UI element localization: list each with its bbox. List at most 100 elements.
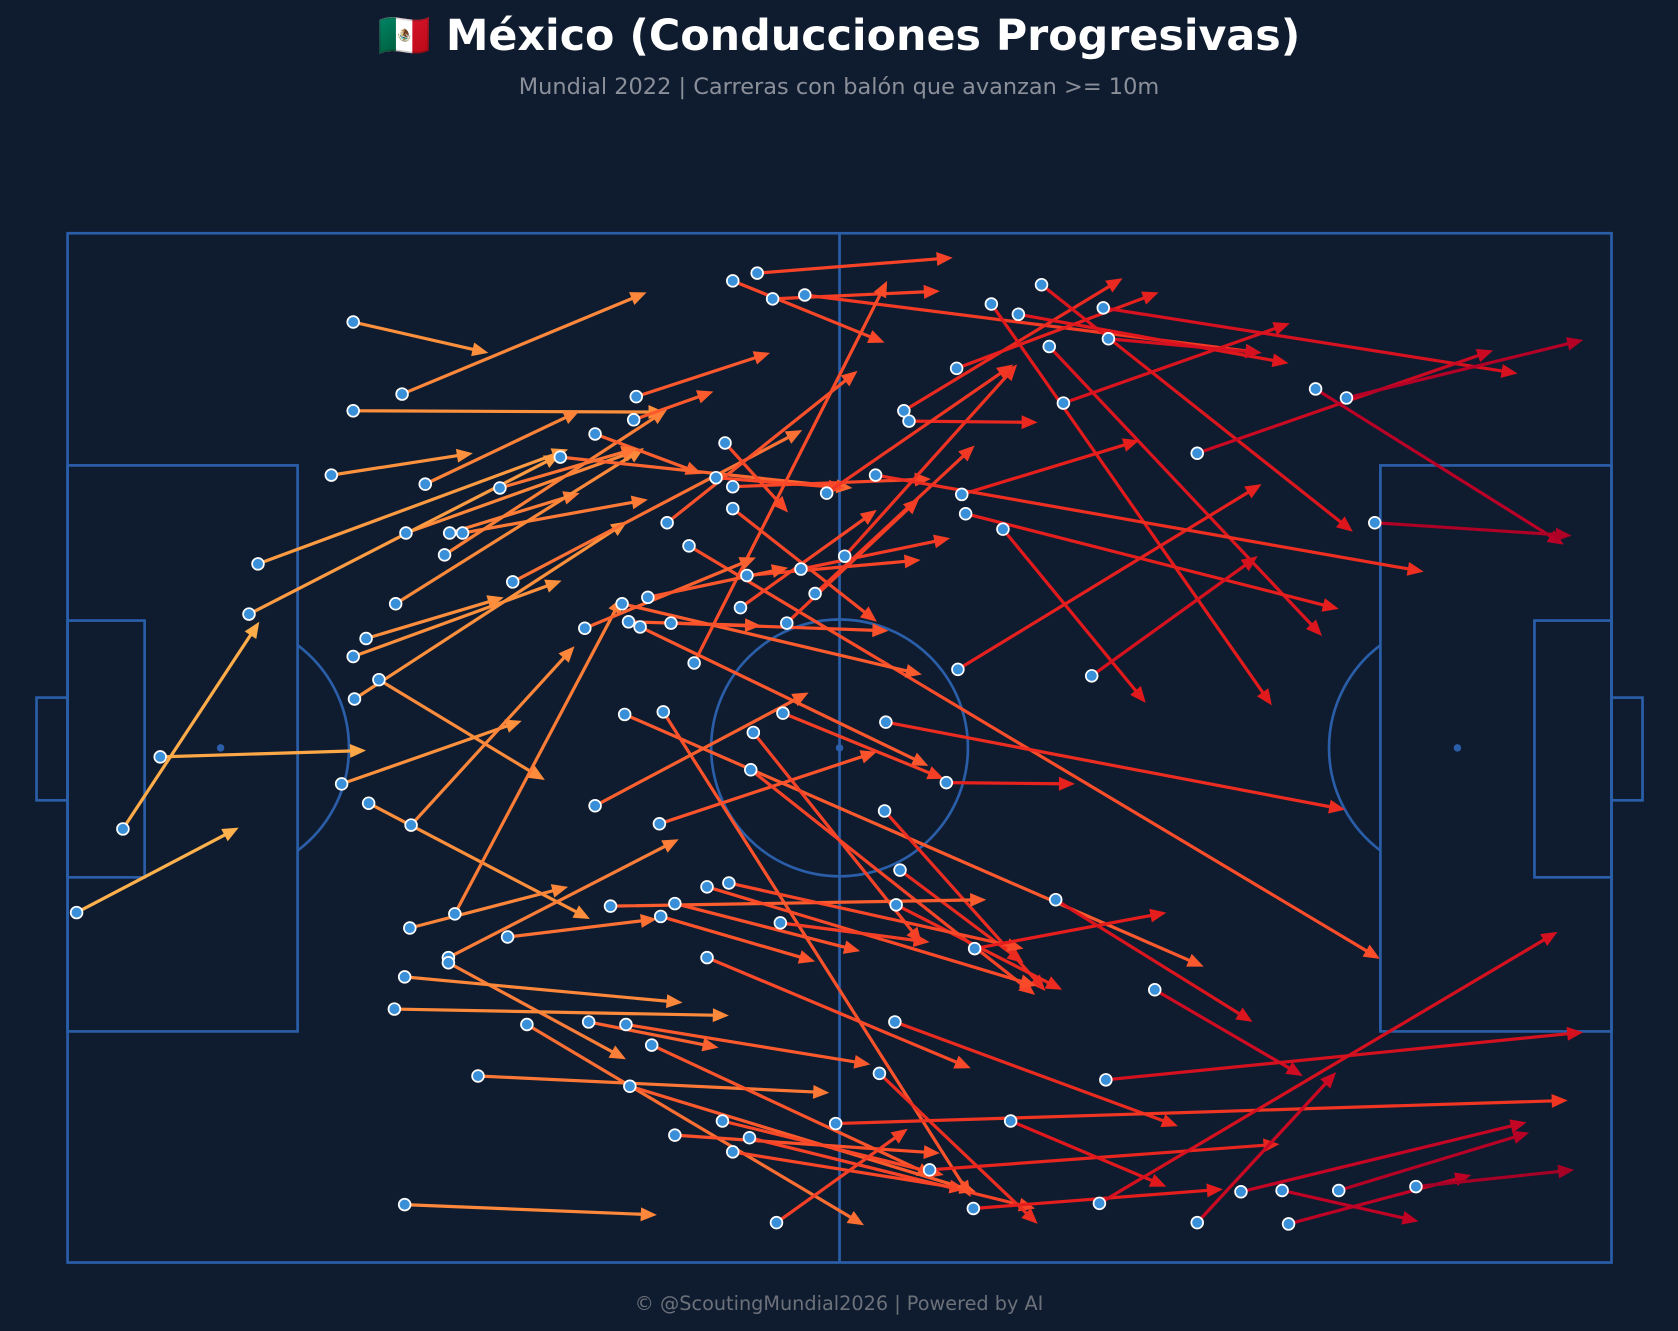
run-line xyxy=(158,749,352,759)
run-start xyxy=(726,501,740,516)
run-line xyxy=(583,561,743,630)
run-arrowhead xyxy=(1206,1183,1223,1198)
run-arrowhead xyxy=(873,280,888,299)
run-start xyxy=(471,1069,485,1083)
run-start xyxy=(1409,1179,1423,1194)
run-start xyxy=(505,575,520,589)
run-line xyxy=(351,584,549,659)
run-arrowhead xyxy=(903,554,921,569)
run-start xyxy=(780,616,794,630)
run-start xyxy=(617,707,632,722)
run-line xyxy=(1106,337,1248,354)
run-arrowhead xyxy=(797,950,816,964)
run-arrowhead xyxy=(904,664,922,678)
run-line xyxy=(423,416,567,486)
run-line xyxy=(774,1136,897,1225)
run-start xyxy=(872,1066,887,1081)
run-line xyxy=(525,1022,852,1219)
run-line xyxy=(731,279,872,339)
run-arrowhead xyxy=(572,905,590,920)
run-start xyxy=(726,1145,740,1159)
run-start xyxy=(922,1163,937,1177)
run-start xyxy=(633,620,647,634)
run-start xyxy=(700,880,714,894)
run-start xyxy=(346,649,360,664)
run-arrowhead xyxy=(933,534,951,549)
run-start xyxy=(660,515,674,530)
run-line xyxy=(1195,1082,1327,1225)
run-start xyxy=(372,672,386,687)
run-start xyxy=(1099,1073,1113,1087)
run-arrowhead xyxy=(738,557,756,571)
run-arrowhead xyxy=(1285,1061,1303,1076)
run-start xyxy=(1331,1183,1346,1198)
run-arrowhead xyxy=(665,994,683,1009)
run-start xyxy=(387,1002,402,1016)
run-start xyxy=(615,597,629,611)
run-start xyxy=(448,907,462,921)
run-arrowhead xyxy=(558,646,575,663)
run-arrowhead xyxy=(1160,1114,1178,1128)
run-start xyxy=(776,706,790,720)
run-arrowhead xyxy=(1557,1164,1575,1179)
run-start xyxy=(1234,1185,1248,1199)
run-line xyxy=(1039,283,1342,524)
run-line xyxy=(351,320,475,351)
run-start xyxy=(798,288,812,302)
run-start xyxy=(1092,1196,1107,1211)
run-line xyxy=(989,302,1265,694)
run-start xyxy=(619,1017,633,1032)
run-line xyxy=(446,961,614,1054)
run-arrowhead xyxy=(1019,974,1037,988)
run-line xyxy=(1104,1032,1569,1082)
run-line xyxy=(1153,988,1291,1070)
run-start xyxy=(346,404,360,418)
run-line xyxy=(825,371,1002,495)
goal xyxy=(1610,696,1644,802)
run-arrowhead xyxy=(1235,1007,1253,1022)
run-arrowhead xyxy=(1148,1173,1167,1187)
run-arrowhead xyxy=(1565,337,1584,351)
run-start xyxy=(397,970,412,984)
run-start xyxy=(1003,1114,1018,1128)
run-line xyxy=(755,257,939,275)
run-start xyxy=(868,468,883,482)
run-start xyxy=(1148,983,1162,997)
run-arrowhead xyxy=(544,579,562,593)
run-start xyxy=(682,539,696,553)
run-arrowhead xyxy=(970,893,987,907)
run-start xyxy=(442,526,457,540)
run-arrowhead xyxy=(890,1128,908,1144)
run-start xyxy=(955,487,969,502)
run-arrowhead xyxy=(859,750,877,764)
run-start xyxy=(1056,396,1071,410)
run-arrowhead xyxy=(1044,976,1063,990)
run-start xyxy=(1042,339,1056,354)
penalty-spot xyxy=(1453,744,1462,752)
run-arrowhead xyxy=(1121,438,1140,452)
run-start xyxy=(621,615,636,629)
run-arrowhead xyxy=(1509,1119,1527,1133)
run-start xyxy=(603,899,618,913)
run-start xyxy=(742,1130,757,1145)
run-start xyxy=(346,315,360,329)
run-line xyxy=(907,419,1024,424)
run-start xyxy=(889,898,903,912)
footer: © @ScoutingMundial2026 | Powered by AI xyxy=(635,1292,1044,1315)
run-arrowhead xyxy=(1001,364,1018,382)
run-start xyxy=(726,274,740,288)
run-start xyxy=(395,387,409,401)
goal xyxy=(35,696,69,802)
run-start xyxy=(251,557,265,571)
run-line xyxy=(620,602,908,673)
run-start xyxy=(623,1079,637,1094)
run-line xyxy=(673,1133,926,1154)
run-arrowhead xyxy=(471,342,489,357)
run-line xyxy=(723,441,779,503)
pitch xyxy=(35,231,1644,1264)
run-arrowhead xyxy=(630,495,648,510)
run-start xyxy=(347,692,362,706)
run-arrowhead xyxy=(1058,776,1075,791)
run-line xyxy=(893,1020,1165,1123)
